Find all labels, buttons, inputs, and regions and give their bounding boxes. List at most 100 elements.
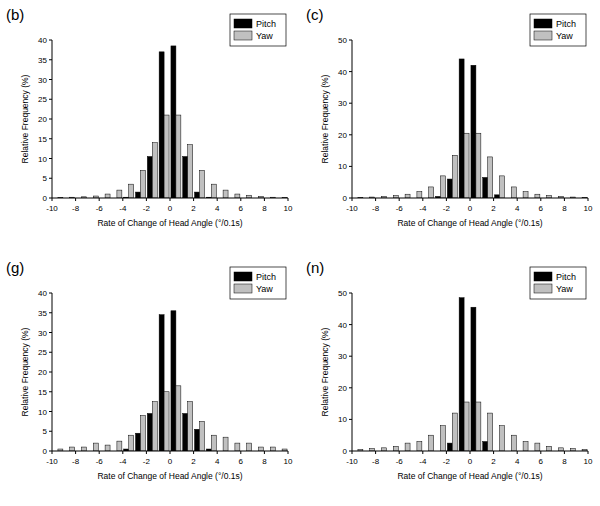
x-tick-label: -6	[96, 204, 104, 213]
bar	[235, 443, 240, 451]
bar	[117, 441, 122, 451]
bar	[164, 392, 169, 451]
bar	[171, 46, 176, 198]
y-tick	[349, 198, 352, 199]
x-tick	[122, 451, 123, 454]
bars	[58, 311, 287, 451]
x-tick-label: 4	[215, 457, 220, 466]
bar	[452, 155, 457, 198]
legend: Pitch Yaw	[230, 267, 286, 299]
y-tick-label: 50	[338, 36, 347, 45]
panel-label: (c)	[306, 6, 324, 23]
y-tick-label: 10	[338, 415, 347, 424]
y-tick-label: 40	[38, 36, 47, 45]
bar	[500, 176, 505, 198]
legend-label: Yaw	[256, 284, 273, 294]
y-tick-label: 5	[43, 427, 48, 436]
y-tick-label: 25	[38, 348, 47, 357]
bar	[393, 446, 398, 451]
y-tick	[349, 71, 352, 72]
x-tick	[264, 198, 265, 201]
bar	[171, 311, 176, 451]
x-tick	[122, 198, 123, 201]
bar	[511, 187, 516, 198]
y-tick	[49, 332, 52, 333]
y-tick	[49, 293, 52, 294]
bar	[159, 52, 164, 198]
bar	[195, 192, 200, 198]
x-tick-label: 6	[539, 457, 544, 466]
x-tick-label: -6	[396, 204, 404, 213]
bar	[136, 192, 141, 198]
x-tick	[493, 451, 494, 454]
x-axis-label: Rate of Change of Head Angle (°/0.1s)	[397, 218, 542, 228]
x-tick-label: -10	[46, 457, 58, 466]
x-tick	[422, 451, 423, 454]
y-tick-label: 15	[38, 135, 47, 144]
bar	[270, 447, 275, 451]
x-tick-label: 8	[262, 204, 267, 213]
x-tick-label: -2	[443, 204, 451, 213]
legend: PitchYaw	[230, 14, 286, 46]
legend-box	[230, 14, 286, 46]
x-tick-label: 8	[562, 457, 567, 466]
bar	[152, 143, 157, 198]
y-tick	[349, 134, 352, 135]
bar	[429, 435, 434, 451]
y-tick-label: 20	[38, 115, 47, 124]
legend-box	[530, 14, 586, 46]
legend-label: Pitch	[256, 272, 276, 282]
x-tick-label: -10	[46, 204, 58, 213]
bar	[195, 429, 200, 451]
x-tick-label: 2	[491, 204, 496, 213]
bar	[82, 447, 87, 451]
y-tick	[49, 79, 52, 80]
legend: PitchYaw	[530, 14, 586, 46]
x-tick	[588, 198, 589, 201]
x-tick	[422, 198, 423, 201]
x-tick	[217, 451, 218, 454]
y-axis-label: Relative Frequency (%)	[20, 327, 30, 416]
y-tick-label: 0	[343, 194, 348, 203]
bar	[223, 437, 228, 451]
bar	[147, 413, 152, 451]
y-tick-label: 25	[38, 95, 47, 104]
bar	[417, 442, 422, 451]
x-tick	[170, 198, 171, 201]
x-tick	[288, 198, 289, 201]
x-tick	[264, 451, 265, 454]
x-tick	[470, 198, 471, 201]
y-tick	[49, 59, 52, 60]
legend: PitchYaw	[530, 267, 586, 299]
x-tick	[564, 198, 565, 201]
bar	[129, 184, 134, 198]
x-tick	[470, 451, 471, 454]
y-tick-label: 20	[338, 131, 347, 140]
bar	[488, 413, 493, 451]
y-tick-label: 30	[38, 329, 47, 338]
bar	[523, 442, 528, 451]
y-tick-label: 0	[343, 447, 348, 456]
x-tick	[170, 451, 171, 454]
y-tick	[49, 138, 52, 139]
x-tick	[446, 198, 447, 201]
panel: (c)-10-8-6-4-2024681001020304050Rate of …	[306, 6, 593, 228]
y-tick-label: 30	[338, 99, 347, 108]
x-tick-label: -2	[143, 204, 151, 213]
y-tick	[349, 419, 352, 420]
x-tick	[540, 198, 541, 201]
x-tick	[588, 451, 589, 454]
bar	[429, 187, 434, 198]
x-tick-label: 2	[491, 457, 496, 466]
legend-swatch	[234, 19, 252, 28]
x-tick	[288, 451, 289, 454]
x-tick	[75, 198, 76, 201]
bar	[164, 115, 169, 198]
legend-swatch	[234, 284, 252, 293]
y-tick-label: 30	[38, 76, 47, 85]
bar	[70, 447, 75, 451]
x-tick-label: -8	[372, 457, 380, 466]
bar	[471, 65, 476, 198]
x-tick	[75, 451, 76, 454]
legend-swatch	[234, 31, 252, 40]
